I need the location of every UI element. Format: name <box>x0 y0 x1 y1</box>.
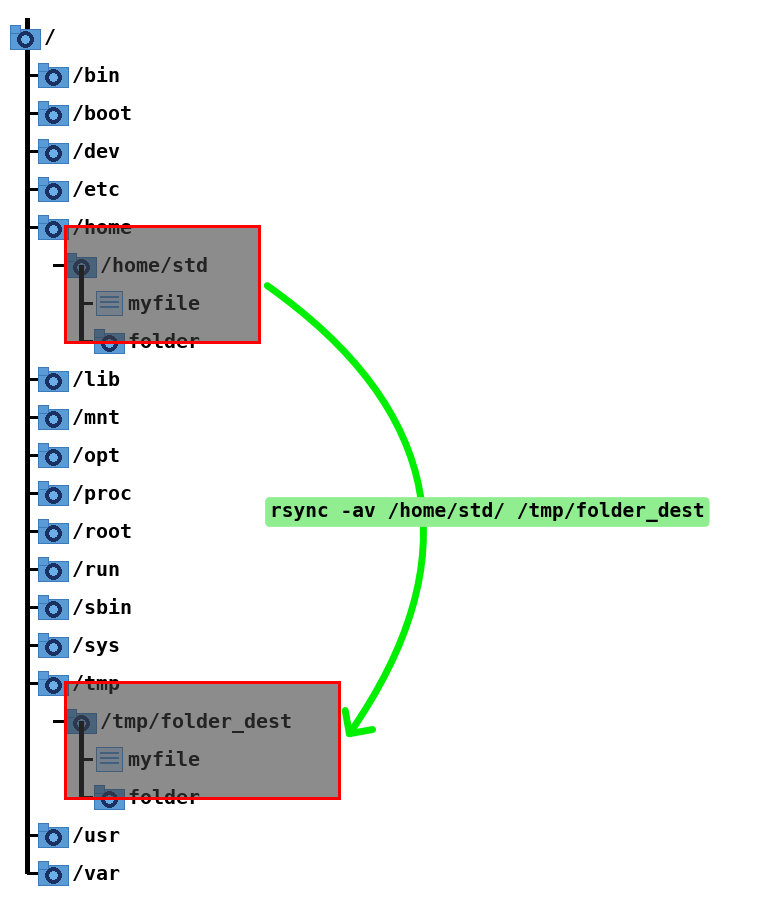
FancyArrowPatch shape <box>268 285 423 734</box>
Text: rsync -av /home/std/ /tmp/folder_dest: rsync -av /home/std/ /tmp/folder_dest <box>270 502 705 522</box>
